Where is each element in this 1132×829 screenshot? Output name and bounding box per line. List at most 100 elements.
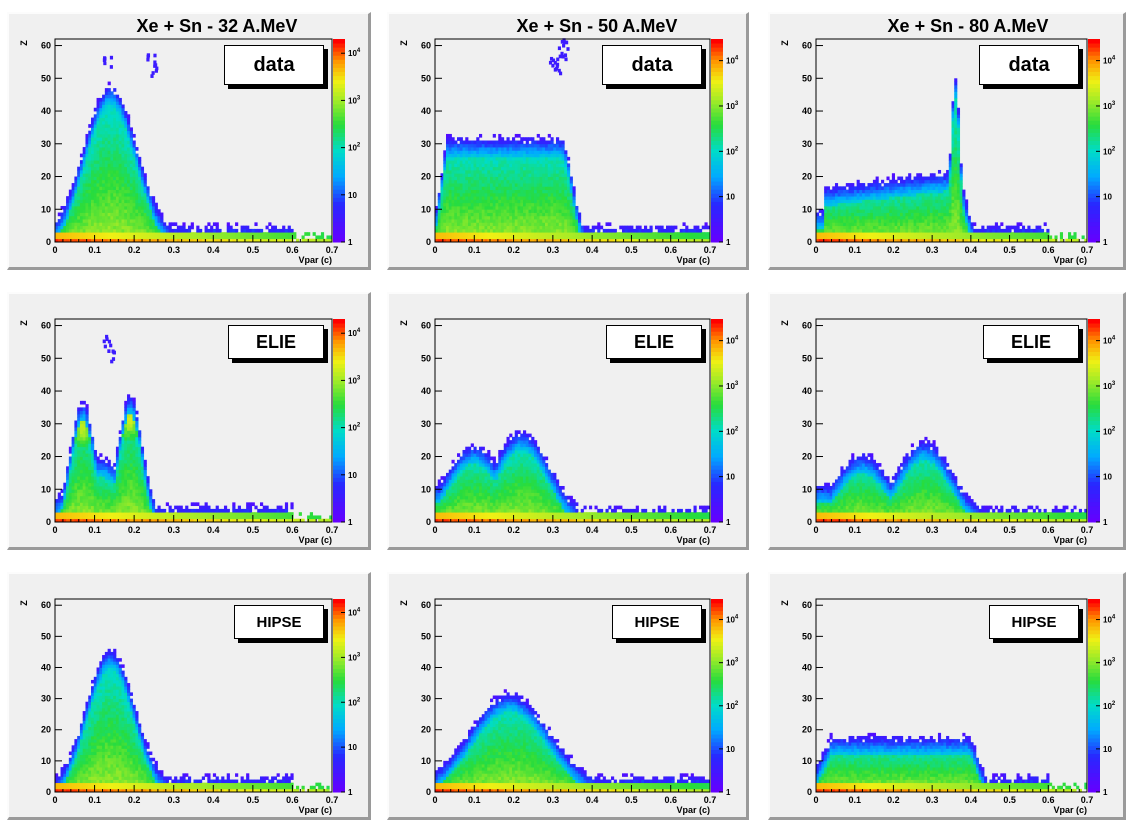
heatmap-cell	[96, 150, 100, 154]
heatmap-cell	[503, 199, 507, 204]
heatmap-cell	[96, 495, 100, 500]
heatmap-cell	[60, 502, 64, 507]
heatmap-cell	[118, 147, 122, 151]
heatmap-cell	[1008, 225, 1012, 230]
heatmap-cell	[71, 183, 75, 187]
heatmap-cell	[845, 235, 849, 240]
heatmap-cell	[553, 209, 557, 213]
heatmap-cell	[918, 205, 923, 210]
heatmap-cell	[110, 212, 114, 217]
heatmap-cell	[74, 179, 78, 184]
heatmap-cell	[929, 228, 933, 233]
heatmap-cell	[115, 225, 120, 230]
heatmap-cell	[916, 205, 920, 210]
heatmap-cell	[110, 235, 114, 240]
heatmap-cell	[951, 196, 955, 200]
heatmap-cell	[550, 205, 554, 210]
heatmap-cell	[818, 209, 822, 213]
heatmap-cell	[531, 183, 535, 187]
heatmap-cell	[82, 485, 86, 490]
heatmap-cell	[851, 232, 855, 236]
heatmap-cell	[102, 205, 106, 210]
heatmap-cell	[851, 199, 855, 204]
heatmap-cell	[215, 225, 219, 230]
heatmap-cell	[1013, 232, 1017, 236]
heatmap-cell	[102, 485, 106, 490]
heatmap-cell	[221, 235, 225, 240]
heatmap-cell	[268, 228, 272, 233]
heatmap-cell	[840, 186, 844, 191]
heatmap-cell	[107, 127, 111, 132]
heatmap-cell	[82, 499, 86, 503]
heatmap-cell	[495, 228, 499, 233]
heatmap-cell	[446, 137, 450, 141]
heatmap-cell	[951, 199, 955, 204]
heatmap-cell	[826, 228, 830, 233]
heatmap-cell	[77, 508, 81, 513]
heatmap-cell	[534, 166, 538, 171]
heatmap-cell	[859, 209, 863, 213]
heatmap-cell	[107, 114, 111, 118]
heatmap-cell	[143, 189, 147, 194]
heatmap-cell	[560, 51, 564, 56]
heatmap-cell	[1030, 238, 1034, 243]
heatmap-cell	[74, 440, 78, 444]
heatmap-cell	[104, 147, 109, 151]
heatmap-cell	[627, 238, 631, 243]
heatmap-cell	[484, 212, 488, 217]
heatmap-cell	[60, 228, 64, 233]
heatmap-cell	[74, 212, 78, 217]
x-tick-label: 0.1	[88, 245, 101, 255]
y-tick-label: 50	[421, 73, 431, 83]
heatmap-cell	[77, 196, 81, 200]
heatmap-cell	[853, 192, 858, 197]
heatmap-cell	[523, 186, 527, 191]
heatmap-cell	[479, 150, 483, 154]
heatmap-cell	[446, 228, 450, 233]
heatmap-cell	[539, 215, 543, 220]
heatmap-cell	[862, 205, 866, 210]
heatmap-cell	[63, 518, 67, 523]
heatmap-cell	[176, 235, 181, 240]
heatmap-cell	[832, 189, 836, 194]
heatmap-cell	[88, 209, 92, 213]
heatmap-cell	[132, 169, 136, 174]
heatmap-cell	[616, 235, 620, 240]
heatmap-cell	[916, 202, 920, 207]
heatmap-cell	[118, 107, 122, 112]
heatmap-cell	[856, 238, 860, 243]
heatmap-cell	[550, 232, 554, 236]
heatmap-cell	[929, 183, 933, 187]
heatmap-cell	[85, 463, 89, 467]
heatmap-cell	[115, 485, 120, 490]
heatmap-cell	[96, 199, 100, 204]
heatmap-cell	[910, 215, 914, 220]
heatmap-cell	[956, 111, 961, 115]
heatmap-cell	[118, 143, 122, 148]
heatmap-cell	[845, 209, 849, 213]
heatmap-cell	[517, 232, 521, 236]
heatmap-cell	[479, 199, 483, 204]
heatmap-cell	[578, 219, 582, 223]
heatmap-cell	[104, 235, 109, 240]
heatmap-cell	[967, 225, 971, 230]
heatmap-cell	[832, 215, 836, 220]
heatmap-cell	[154, 228, 158, 233]
heatmap-cell	[93, 232, 97, 236]
heatmap-cell	[118, 212, 122, 217]
heatmap-cell	[110, 238, 114, 243]
heatmap-cell	[68, 472, 73, 477]
heatmap-cell	[501, 219, 505, 223]
heatmap-cell	[948, 215, 952, 220]
heatmap-cell	[435, 232, 439, 236]
heatmap-cell	[451, 183, 455, 187]
heatmap-cell	[956, 179, 961, 184]
heatmap-cell	[93, 238, 97, 243]
heatmap-cell	[468, 150, 472, 154]
heatmap-cell	[688, 235, 692, 240]
heatmap-cell	[572, 202, 576, 207]
heatmap-cell	[104, 515, 109, 520]
heatmap-cell	[127, 117, 131, 122]
heatmap-cell	[567, 176, 571, 181]
heatmap-cell	[558, 176, 562, 181]
